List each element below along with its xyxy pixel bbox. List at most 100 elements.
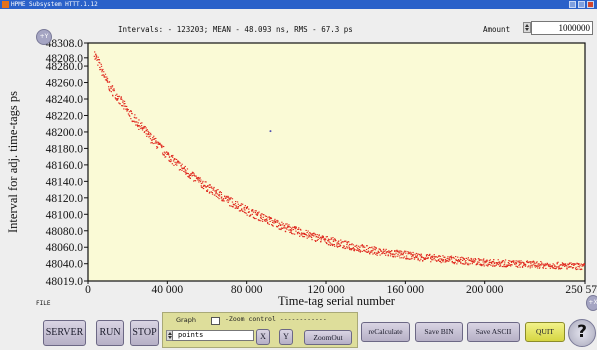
data-point — [489, 259, 491, 261]
data-point — [579, 264, 581, 266]
data-point — [465, 257, 467, 259]
data-point — [282, 223, 284, 225]
data-point — [480, 263, 483, 265]
data-point — [451, 257, 453, 259]
data-point — [147, 133, 149, 135]
data-point — [399, 250, 401, 252]
data-point — [148, 131, 150, 133]
amount-input[interactable]: 1000000 — [531, 21, 593, 35]
data-point — [161, 147, 163, 149]
data-point — [471, 261, 474, 263]
data-point — [223, 200, 225, 202]
data-point — [111, 86, 113, 88]
data-point — [258, 211, 260, 213]
data-point — [452, 256, 455, 258]
data-point — [518, 264, 520, 266]
quit-button[interactable]: QUIT — [525, 322, 565, 342]
data-point — [494, 265, 496, 267]
save-ascii-button[interactable]: Save ASCII — [467, 322, 520, 342]
data-point — [351, 248, 353, 250]
data-point — [466, 264, 469, 266]
data-point — [228, 200, 230, 202]
data-point — [130, 110, 132, 112]
data-point — [428, 254, 431, 256]
data-point — [187, 175, 189, 177]
data-point — [180, 165, 182, 167]
data-point — [227, 196, 230, 198]
data-point — [252, 209, 254, 211]
data-point — [343, 245, 345, 247]
data-point — [292, 229, 294, 231]
data-point — [165, 151, 168, 153]
save-bin-button[interactable]: Save BIN — [415, 322, 463, 342]
data-point — [330, 244, 332, 246]
data-point — [136, 124, 138, 126]
data-point — [246, 206, 249, 208]
minimize-icon[interactable] — [569, 1, 576, 8]
y-tick-label: 48240.0 — [46, 94, 84, 106]
close-icon[interactable] — [587, 1, 594, 8]
data-point — [124, 105, 127, 107]
data-point — [323, 239, 326, 241]
data-point — [575, 263, 577, 265]
zoom-y-axis-button[interactable]: Y — [279, 329, 293, 345]
help-button[interactable]: ? — [568, 319, 596, 347]
data-point — [333, 244, 335, 246]
run-button[interactable]: RUN — [96, 320, 124, 346]
data-point — [511, 260, 513, 262]
data-point — [446, 260, 448, 262]
data-point — [350, 244, 352, 246]
data-point — [370, 251, 372, 253]
data-point — [229, 199, 231, 201]
data-point — [268, 218, 271, 220]
zoomout-button[interactable]: ZoomOut — [304, 330, 352, 345]
data-point — [372, 253, 374, 255]
data-point — [339, 245, 342, 247]
amount-spinner[interactable] — [523, 22, 531, 33]
data-point — [260, 218, 262, 220]
data-point — [186, 168, 189, 170]
data-point — [428, 255, 430, 257]
stop-button[interactable]: STOP — [130, 320, 159, 346]
zoom-x-axis-button[interactable]: X — [256, 329, 270, 345]
data-point — [531, 266, 533, 268]
data-point — [430, 258, 432, 260]
data-point — [100, 63, 102, 65]
data-point — [147, 130, 149, 132]
recalculate-button[interactable]: reCalculate — [361, 322, 410, 342]
data-point — [396, 249, 398, 251]
data-point — [119, 103, 121, 105]
data-point — [104, 73, 107, 75]
data-point — [522, 261, 524, 263]
zoom-checkbox[interactable] — [211, 317, 220, 325]
data-point — [551, 267, 554, 269]
maximize-icon[interactable] — [578, 1, 585, 8]
data-point — [168, 156, 171, 158]
data-point — [150, 134, 152, 136]
data-point — [202, 185, 205, 187]
server-button[interactable]: SERVER — [43, 320, 86, 346]
data-point — [478, 259, 480, 261]
data-point — [246, 214, 248, 216]
data-point — [580, 269, 582, 271]
data-point — [376, 252, 378, 254]
data-point — [270, 218, 273, 220]
data-point — [279, 223, 281, 225]
data-point — [198, 177, 201, 179]
zoom-y-button[interactable]: +Y — [36, 29, 52, 45]
data-point — [430, 261, 432, 263]
data-point — [503, 264, 505, 266]
data-point — [215, 192, 217, 194]
data-point — [244, 209, 246, 211]
data-point — [562, 265, 564, 267]
data-point — [361, 244, 363, 246]
data-point — [320, 237, 323, 239]
data-point — [399, 252, 401, 254]
points-select[interactable]: points — [172, 330, 254, 341]
data-point — [317, 238, 319, 240]
zoom-x-button[interactable]: +X — [586, 295, 597, 311]
data-point — [346, 241, 348, 243]
data-point — [488, 262, 490, 264]
data-point — [301, 234, 303, 236]
